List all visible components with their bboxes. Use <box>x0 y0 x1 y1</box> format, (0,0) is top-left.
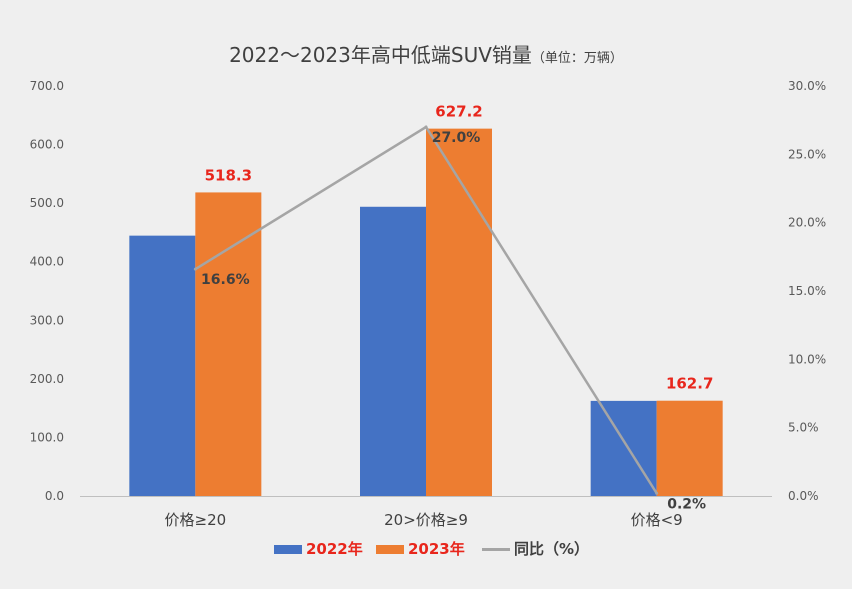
right-axis-tick: 0.0% <box>788 489 819 503</box>
axis-layer: 0.0 100.0 200.0 300.0 400.0 500.0 600.0 700.0 0.… <box>30 79 826 529</box>
right-axis-tick: 10.0% <box>788 352 826 366</box>
bar-value-label: 518.3 <box>205 166 252 184</box>
left-axis-tick: 200.0 <box>30 372 64 386</box>
yoy-value-label: 0.2% <box>667 496 706 512</box>
yoy-point <box>655 491 659 495</box>
chart-title-unit: （单位：万辆） <box>532 51 623 66</box>
bar-2022 <box>129 235 196 496</box>
category-label: 价格<9 <box>631 511 683 529</box>
bar-2023 <box>195 192 262 496</box>
legend-label: 同比（%） <box>514 540 589 558</box>
left-axis-tick: 0.0 <box>45 489 64 503</box>
bar-2022 <box>590 400 657 496</box>
category-label: 价格≥20 <box>165 511 227 529</box>
category-label: 20>价格≥9 <box>384 511 468 529</box>
yoy-point <box>193 267 197 271</box>
labels-layer: 518.3 627.2 162.7 16.6% 27.0% 0.2% <box>201 103 713 513</box>
chart-title-main: 2022～2023年高中低端SUV销量 <box>229 43 532 67</box>
left-axis-tick: 300.0 <box>30 313 64 327</box>
legend-swatch <box>376 545 404 554</box>
left-axis-tick: 100.0 <box>30 430 64 444</box>
right-axis-tick: 5.0% <box>788 421 819 435</box>
legend-label: 2022年 <box>306 540 363 558</box>
bars-layer <box>129 128 723 496</box>
bar-2022 <box>360 206 426 496</box>
bar-value-label: 162.7 <box>666 375 713 393</box>
left-axis-tick: 700.0 <box>30 79 64 93</box>
right-axis-tick: 20.0% <box>788 216 826 230</box>
left-axis-tick: 500.0 <box>30 196 64 210</box>
legend-swatch <box>274 545 302 554</box>
bar-2023 <box>426 128 492 496</box>
yoy-value-label: 16.6% <box>201 272 250 288</box>
right-axis-tick: 15.0% <box>788 284 826 298</box>
yoy-point <box>424 125 428 129</box>
left-axis-tick: 600.0 <box>30 138 64 152</box>
yoy-value-label: 27.0% <box>432 130 481 146</box>
bar-2023 <box>656 400 723 496</box>
right-axis-tick: 30.0% <box>788 79 826 93</box>
chart-title: 2022～2023年高中低端SUV销量（单位：万辆） <box>229 43 623 67</box>
legend: 2022年 2023年 同比（%） <box>274 540 589 558</box>
legend-label: 2023年 <box>408 540 465 558</box>
left-axis-tick: 400.0 <box>30 255 64 269</box>
right-axis-tick: 25.0% <box>788 147 826 161</box>
line-layer <box>193 125 659 495</box>
bar-value-label: 627.2 <box>435 103 482 121</box>
